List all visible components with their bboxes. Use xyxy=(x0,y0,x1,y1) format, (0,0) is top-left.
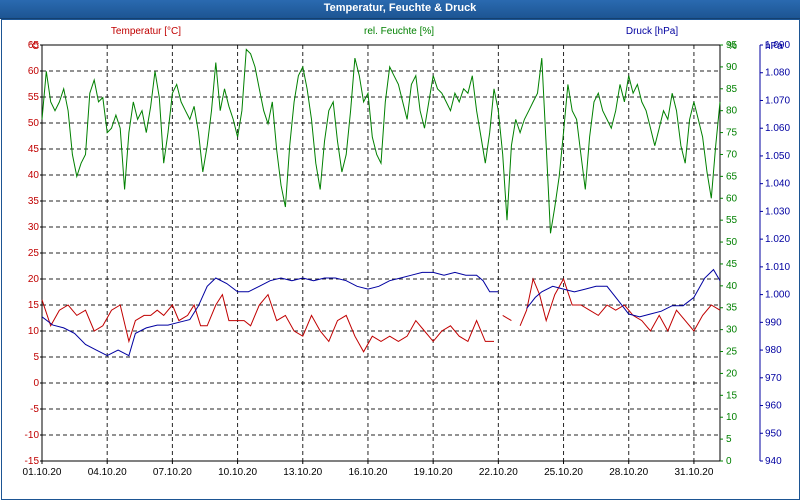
humidity-tick-label: 15 xyxy=(726,390,738,401)
pressure-tick-label: 1.090 xyxy=(765,40,790,51)
pressure-tick-label: 950 xyxy=(765,428,782,439)
pressure-tick-label: 990 xyxy=(765,317,782,328)
humidity-tick-label: 70 xyxy=(726,149,738,160)
humidity-tick-label: 60 xyxy=(726,193,738,204)
x-tick-label: 19.10.20 xyxy=(414,467,453,478)
temperature-tick-label: 45 xyxy=(28,144,40,155)
temperature-tick-label: 5 xyxy=(33,352,39,363)
series-line-temperature xyxy=(519,277,721,333)
x-tick-label: 10.10.20 xyxy=(218,467,257,478)
pressure-tick-label: 970 xyxy=(765,373,782,384)
temperature-tick-label: -10 xyxy=(25,430,40,441)
x-tick-label: 22.10.20 xyxy=(479,467,518,478)
x-tick-label: 31.10.20 xyxy=(674,467,713,478)
pressure-tick-label: 1.070 xyxy=(765,95,790,106)
humidity-tick-label: 30 xyxy=(726,325,738,336)
humidity-axis-label: rel. Feuchte [%] xyxy=(364,26,434,37)
temperature-tick-label: 55 xyxy=(28,92,40,103)
humidity-tick-label: 50 xyxy=(726,237,738,248)
humidity-tick-label: 90 xyxy=(726,62,738,73)
pressure-tick-label: 960 xyxy=(765,401,782,412)
window-title: Temperatur, Feuchte & Druck xyxy=(323,2,477,14)
humidity-tick-label: 65 xyxy=(726,171,738,182)
pressure-axis-label: Druck [hPa] xyxy=(626,26,678,37)
humidity-tick-label: 85 xyxy=(726,84,738,95)
pressure-tick-label: 1.000 xyxy=(765,290,790,301)
humidity-unit-label: % xyxy=(728,41,737,52)
pressure-tick-label: 1.080 xyxy=(765,68,790,79)
pressure-tick-label: 1.060 xyxy=(765,123,790,134)
chart-frame: Temperatur [°C] rel. Feuchte [%] Druck [… xyxy=(1,19,800,500)
temperature-tick-label: 40 xyxy=(28,170,40,181)
humidity-tick-label: 55 xyxy=(726,215,738,226)
temperature-tick-label: 60 xyxy=(28,66,40,77)
window-title-bar: Temperatur, Feuchte & Druck xyxy=(0,0,800,19)
temperature-tick-label: 65 xyxy=(28,40,40,51)
humidity-tick-label: 45 xyxy=(726,259,738,270)
humidity-tick-label: 95 xyxy=(726,40,738,51)
temperature-tick-label: -5 xyxy=(30,404,39,415)
pressure-tick-label: 980 xyxy=(765,345,782,356)
series-line-temperature xyxy=(502,314,512,322)
humidity-tick-label: 5 xyxy=(726,434,732,445)
pressure-tick-label: 940 xyxy=(765,456,782,467)
humidity-tick-label: 10 xyxy=(726,412,738,423)
temperature-tick-label: -15 xyxy=(25,456,40,467)
x-tick-label: 04.10.20 xyxy=(88,467,127,478)
pressure-tick-label: 1.030 xyxy=(765,206,790,217)
series-line-pressure xyxy=(41,271,499,357)
temperature-tick-label: 15 xyxy=(28,300,40,311)
humidity-tick-label: 80 xyxy=(726,106,738,117)
pressure-tick-label: 1.020 xyxy=(765,234,790,245)
temperature-tick-label: 20 xyxy=(28,274,40,285)
humidity-tick-label: 0 xyxy=(726,456,732,467)
x-tick-label: 16.10.20 xyxy=(348,467,387,478)
pressure-tick-label: 1.050 xyxy=(765,151,790,162)
humidity-tick-label: 75 xyxy=(726,128,738,139)
pressure-tick-label: 1.010 xyxy=(765,262,790,273)
pressure-tick-label: 1.040 xyxy=(765,179,790,190)
temperature-tick-label: 10 xyxy=(28,326,40,337)
chart-canvas: Temperatur [°C] rel. Feuchte [%] Druck [… xyxy=(23,26,791,478)
temperature-unit-label: °C xyxy=(28,41,39,52)
x-tick-label: 13.10.20 xyxy=(283,467,322,478)
x-tick-label: 25.10.20 xyxy=(544,467,583,478)
series-line-temperature xyxy=(41,293,494,353)
x-tick-label: 28.10.20 xyxy=(609,467,648,478)
humidity-tick-label: 20 xyxy=(726,368,738,379)
temperature-tick-label: 35 xyxy=(28,196,40,207)
x-tick-label: 07.10.20 xyxy=(153,467,192,478)
series-line-pressure xyxy=(526,268,721,318)
x-tick-label: 01.10.20 xyxy=(23,467,62,478)
temperature-tick-label: 50 xyxy=(28,118,40,129)
humidity-tick-label: 40 xyxy=(726,281,738,292)
series-line-humidity xyxy=(41,48,721,234)
temperature-tick-label: 0 xyxy=(33,378,39,389)
temperature-tick-label: 30 xyxy=(28,222,40,233)
humidity-tick-label: 35 xyxy=(726,303,738,314)
plot-area xyxy=(41,44,721,462)
temperature-axis-label: Temperatur [°C] xyxy=(111,26,181,37)
humidity-tick-label: 25 xyxy=(726,347,738,358)
pressure-unit-label: hPa xyxy=(765,41,783,52)
temperature-tick-label: 25 xyxy=(28,248,40,259)
